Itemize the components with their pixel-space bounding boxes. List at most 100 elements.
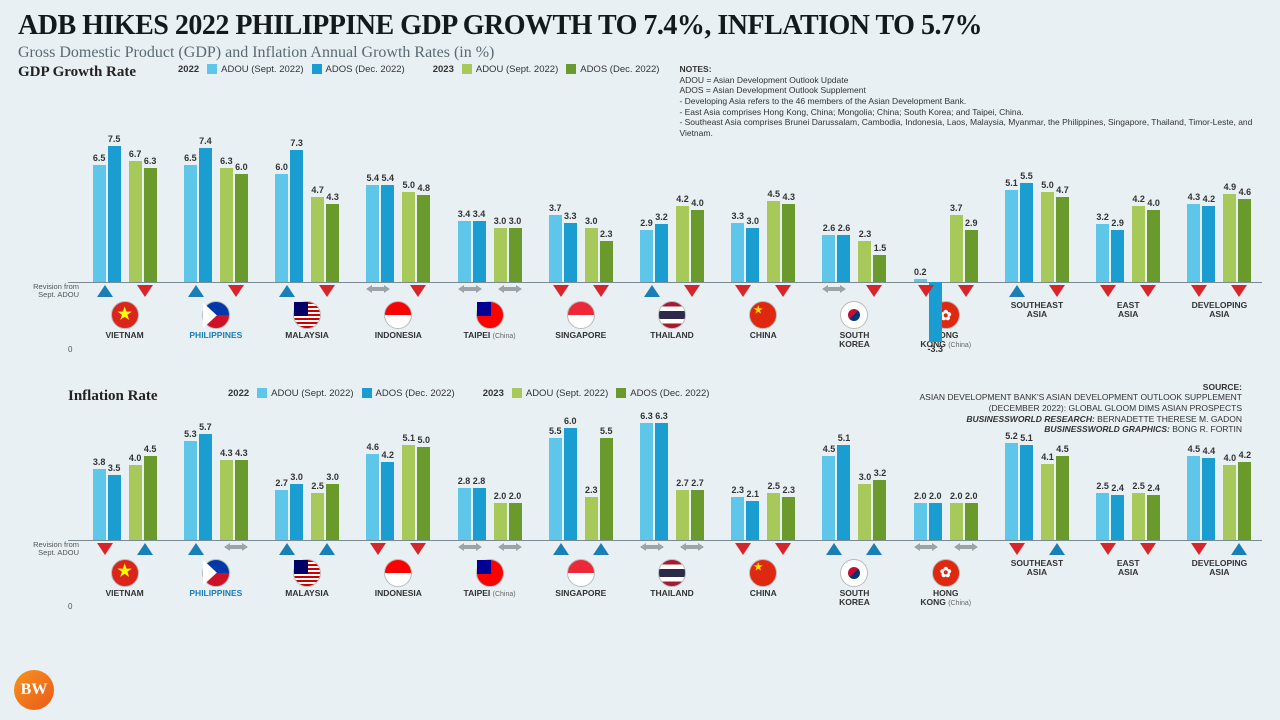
arrow-same-icon (644, 543, 660, 551)
flag-philippines-icon (202, 559, 230, 587)
bar: 2.3 (600, 241, 613, 283)
revision-indonesia (356, 285, 441, 297)
label-malaysia: MALAYSIA (264, 559, 349, 607)
arrow-up-icon (1009, 285, 1025, 297)
arrow-same-icon (826, 285, 842, 293)
bargroup-singapore: 5.56.02.35.5 (538, 428, 623, 539)
label-seasia: SOUTHEASTASIA (994, 301, 1079, 349)
bargroup-philippines: 5.35.74.34.3 (173, 434, 258, 540)
flag-vietnam-icon (111, 559, 139, 587)
flag-indonesia-icon (384, 559, 412, 587)
bar: 4.6 (366, 454, 379, 539)
revision-hongkong (903, 285, 988, 297)
arrow-same-icon (502, 285, 518, 293)
bargroup-china: 3.33.04.54.3 (721, 201, 806, 283)
label-taipei: TAIPEI (China) (447, 301, 532, 349)
flag-thailand-icon (658, 301, 686, 329)
arrow-same-icon (228, 543, 244, 551)
arrow-down-icon (1009, 543, 1025, 555)
inflation-revision-label: Revision from Sept. ADOU (23, 541, 79, 557)
bar: 3.0 (746, 228, 759, 282)
revision-china (721, 543, 806, 555)
gdp-section-title: GDP Growth Rate (18, 64, 158, 81)
inflation-y-zero: 0 (68, 602, 72, 611)
revision-hongkong (903, 543, 988, 555)
bar: 4.8 (417, 195, 430, 282)
arrow-down-icon (684, 285, 700, 297)
revision-vietnam (82, 285, 167, 297)
bar: 2.3 (731, 497, 744, 540)
bar: 6.3 (220, 168, 233, 282)
bar: 2.7 (676, 490, 689, 540)
arrow-down-icon (1140, 543, 1156, 555)
flag-hongkong-icon (932, 559, 960, 587)
bar: 4.2 (1132, 206, 1145, 282)
arrow-down-icon (1100, 285, 1116, 297)
bar: 5.5 (1020, 183, 1033, 283)
revision-thailand (629, 543, 714, 555)
label-china: CHINA (721, 559, 806, 607)
bargroup-taipei: 3.43.43.03.0 (447, 221, 532, 283)
label-hongkong: HONGKONG (China) (903, 559, 988, 607)
bargroup-hongkong: 0.2-3.33.72.9 (903, 215, 988, 282)
bar: 2.0 (965, 503, 978, 540)
flag-thailand-icon (658, 559, 686, 587)
bar: 2.9 (965, 230, 978, 283)
bw-logo: BW (14, 670, 54, 710)
label-seasia: SOUTHEASTASIA (994, 559, 1079, 607)
bar: 6.0 (564, 428, 577, 539)
bar: 5.1 (1005, 190, 1018, 282)
label-malaysia: MALAYSIA (264, 301, 349, 349)
bar: 2.5 (311, 493, 324, 539)
revision-philippines (173, 285, 258, 297)
bar: 2.4 (1111, 495, 1124, 540)
subheadline: Gross Domestic Product (GDP) and Inflati… (18, 44, 1262, 62)
arrow-down-icon (866, 285, 882, 297)
gdp-chart: 0 6.57.56.76.36.57.46.36.06.07.34.74.35.… (68, 138, 1262, 349)
revision-indonesia (356, 543, 441, 555)
revision-devasia (1177, 543, 1262, 555)
arrow-up-icon (1049, 543, 1065, 555)
bargroup-hongkong: 2.02.02.02.0 (903, 503, 988, 540)
bar: 4.0 (129, 465, 142, 539)
legend-inflation: 2022 ADOU (Sept. 2022) ADOS (Dec. 2022) … (228, 388, 709, 399)
revision-skorea (812, 543, 897, 555)
bargroup-skorea: 2.62.62.31.5 (812, 235, 897, 282)
bar: 4.5 (1187, 456, 1200, 540)
bar: 5.5 (600, 438, 613, 540)
flag-china-icon (749, 559, 777, 587)
label-indonesia: INDONESIA (356, 301, 441, 349)
bar: 4.4 (1202, 458, 1215, 540)
bargroup-eastasia: 3.22.94.24.0 (1086, 206, 1171, 282)
bar: 4.6 (1238, 199, 1251, 282)
flag-indonesia-icon (384, 301, 412, 329)
bargroup-skorea: 4.55.13.03.2 (812, 445, 897, 540)
bar: 6.5 (184, 165, 197, 283)
bar: 3.3 (731, 223, 744, 283)
bar: 5.1 (1020, 445, 1033, 540)
bar: 3.7 (549, 215, 562, 282)
bar: 3.0 (585, 228, 598, 282)
arrow-down-icon (775, 285, 791, 297)
gdp-revision-label: Revision from Sept. ADOU (23, 283, 79, 299)
bar: 6.3 (144, 168, 157, 282)
arrow-up-icon (1231, 543, 1247, 555)
bar: 4.5 (767, 201, 780, 283)
revision-singapore (538, 285, 623, 297)
revision-seasia (994, 285, 1079, 297)
bar: 5.0 (1041, 192, 1054, 283)
bar: 2.1 (746, 501, 759, 540)
bar: 4.0 (691, 210, 704, 283)
revision-malaysia (264, 543, 349, 555)
bargroup-taipei: 2.82.82.02.0 (447, 488, 532, 540)
bargroup-malaysia: 6.07.34.74.3 (264, 150, 349, 282)
arrow-down-icon (775, 543, 791, 555)
bar: 7.3 (290, 150, 303, 282)
bar: 4.2 (1238, 462, 1251, 540)
bargroup-seasia: 5.25.14.14.5 (994, 443, 1079, 540)
bar: 4.0 (1147, 210, 1160, 283)
arrow-up-icon (279, 543, 295, 555)
bar: 7.4 (199, 148, 212, 282)
bar: 4.5 (822, 456, 835, 540)
bargroup-devasia: 4.34.24.94.6 (1177, 194, 1262, 283)
